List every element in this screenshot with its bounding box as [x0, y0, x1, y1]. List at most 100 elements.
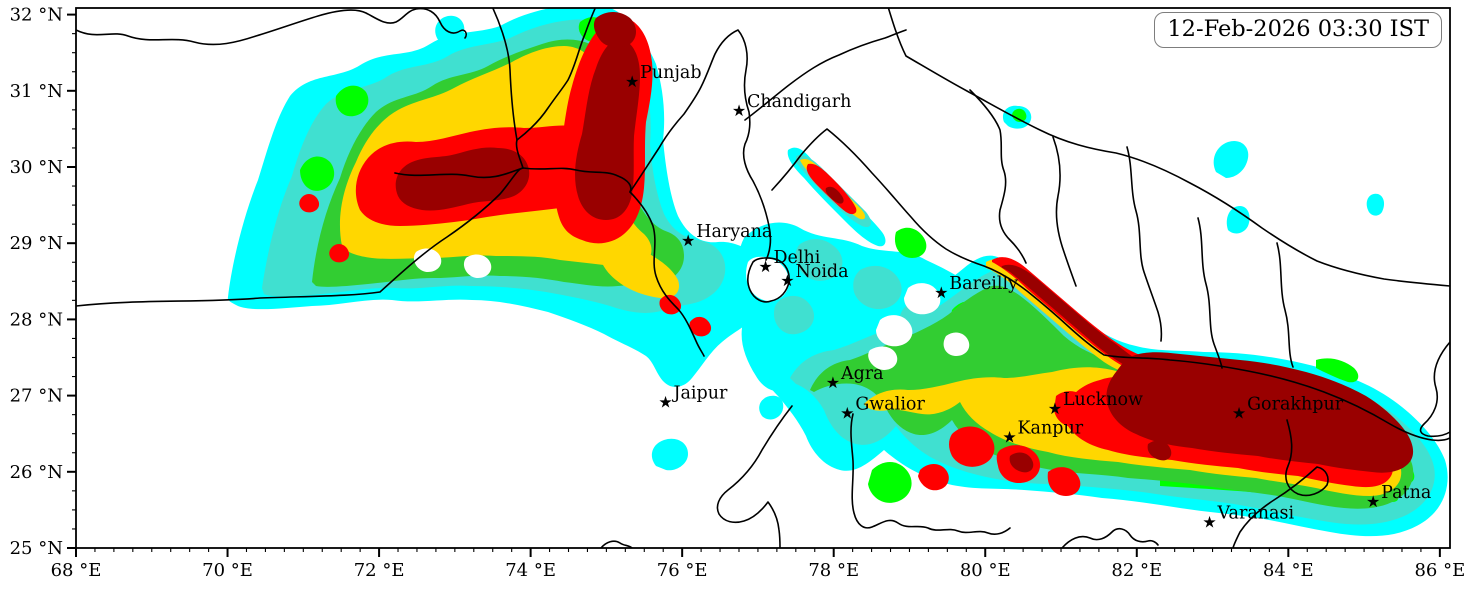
- city-star-icon: ★: [681, 231, 695, 250]
- city-label-bareilly: Bareilly: [949, 274, 1018, 294]
- city-star-icon: ★: [1002, 428, 1016, 447]
- x-tick-label: 68 °E: [51, 560, 102, 581]
- x-tick-label: 70 °E: [202, 560, 253, 581]
- city-star-icon: ★: [1202, 512, 1216, 531]
- fog-clear-holes: [868, 346, 898, 370]
- x-tick-label: 78 °E: [808, 560, 859, 581]
- fog-level-6-red: [918, 464, 949, 491]
- border-pakistan-north: [491, 8, 524, 169]
- fog-level-3-bright-green: [300, 156, 335, 191]
- fog-level-2-turquoise: [853, 265, 902, 310]
- border-nepal-province-3: [1197, 217, 1223, 369]
- x-tick-label: 72 °E: [354, 560, 405, 581]
- border-foothills-nepal: [771, 128, 1450, 442]
- border-uttarakhand-nepal: [969, 89, 1027, 264]
- fog-level-6-red: [1047, 467, 1081, 496]
- fog-contour-layers: [227, 8, 1448, 537]
- fog-level-1-cyan: [1226, 206, 1250, 234]
- border-nepal-province-2: [1126, 146, 1163, 342]
- y-tick-label: 29 °N: [10, 233, 63, 254]
- border-mp-up-south: [850, 413, 1011, 535]
- fog-level-1-cyan: [1366, 193, 1385, 216]
- fog-level-7-maroon: [1106, 352, 1414, 473]
- x-tick-label: 76 °E: [657, 560, 708, 581]
- city-star-icon: ★: [934, 283, 948, 302]
- plot-border: [75, 7, 1451, 549]
- fog-clear-holes: [746, 256, 789, 301]
- border-bottom-bumps: [1061, 527, 1159, 548]
- city-label-punjab: Punjab: [640, 63, 701, 83]
- border-himachal-northeast: [744, 29, 907, 121]
- fog-level-3-bright-green: [1012, 108, 1027, 123]
- city-label-patna: Patna: [1381, 483, 1431, 503]
- city-star-icon: ★: [826, 373, 840, 392]
- fog-level-7-maroon: [1009, 452, 1034, 473]
- fog-level-7-maroon: [825, 186, 844, 204]
- city-label-delhi: Delhi: [774, 248, 821, 268]
- y-tick-label: 26 °N: [10, 462, 63, 483]
- border-rajasthan-mp: [716, 405, 793, 548]
- fog-clear-holes: [463, 254, 492, 278]
- fog-level-6-red: [1054, 391, 1093, 428]
- city-label-jaipur: Jaipur: [671, 384, 728, 404]
- city-label-chandigarh: Chandigarh: [747, 92, 851, 112]
- fog-clear-holes: [943, 332, 970, 356]
- city-star-icon: ★: [1232, 403, 1246, 422]
- fog-level-1-cyan: [435, 15, 465, 45]
- city-star-icon: ★: [1048, 399, 1062, 418]
- city-star-icon: ★: [840, 403, 854, 422]
- city-star-icon: ★: [658, 393, 672, 412]
- border-nepal-tibet: [887, 8, 1450, 287]
- fog-level-1-cyan: [759, 395, 784, 420]
- fog-level-7-maroon: [1001, 264, 1142, 370]
- fog-level-3-bright-green: [1316, 358, 1359, 383]
- city-label-noida: Noida: [795, 262, 848, 282]
- state-boundaries: [76, 8, 1450, 548]
- border-pakistan-rajasthan: [76, 167, 524, 307]
- fog-level-1-cyan: [1213, 140, 1249, 178]
- fog-level-7-maroon: [575, 39, 640, 221]
- border-east-sikkim: [1419, 341, 1450, 438]
- x-tick-label: 86 °E: [1414, 560, 1465, 581]
- timestamp-badge: 12-Feb-2026 03:30 IST: [1154, 12, 1442, 49]
- border-delhi: [747, 257, 790, 303]
- city-label-lucknow: Lucknow: [1063, 390, 1143, 410]
- city-star-icon: ★: [625, 72, 639, 91]
- border-punjab-west: [516, 8, 597, 141]
- y-tick-label: 28 °N: [10, 309, 63, 330]
- y-tick-label: 25 °N: [10, 538, 63, 559]
- fog-level-6-red: [299, 194, 320, 213]
- fog-level-6-red: [329, 244, 350, 263]
- border-top-left-wiggle: [76, 8, 467, 46]
- city-star-icon: ★: [732, 101, 746, 120]
- y-tick-label: 30 °N: [10, 157, 63, 178]
- fog-level-7-maroon: [395, 147, 530, 211]
- border-nepal-province-4: [1276, 242, 1294, 368]
- y-tick-label: 32 °N: [10, 5, 63, 26]
- city-label-gorakhpur: Gorakhpur: [1247, 394, 1344, 414]
- border-himachal-chandigarh: [629, 29, 772, 261]
- x-tick-label: 84 °E: [1263, 560, 1314, 581]
- fog-level-2-turquoise: [774, 295, 815, 335]
- city-markers: ★ Punjab★ Chandigarh★ Haryana★ Delhi★ Noida★ B…: [625, 63, 1431, 531]
- city-label-agra: Agra: [840, 364, 884, 384]
- fog-level-2-turquoise: [795, 239, 843, 281]
- axis-labels: 68 °E 70 °E 72 °E 74 °E 76 °E 78 °E 80 °E 82 °E…: [10, 5, 1466, 581]
- city-label-varanasi: Varanasi: [1217, 503, 1295, 523]
- timestamp-text: 12-Feb-2026 03:30 IST: [1167, 16, 1429, 42]
- city-label-gwalior: Gwalior: [855, 394, 925, 414]
- border-up-bihar: [1232, 419, 1329, 548]
- x-tick-label: 80 °E: [960, 560, 1011, 581]
- x-tick-label: 74 °E: [505, 560, 556, 581]
- fog-level-6-red: [659, 294, 682, 315]
- x-tick-label: 82 °E: [1111, 560, 1162, 581]
- fog-level-7-maroon: [593, 12, 636, 48]
- city-star-icon: ★: [1366, 492, 1380, 511]
- city-star-icon: ★: [758, 257, 772, 276]
- y-tick-label: 31 °N: [10, 81, 63, 102]
- axis-ticks: [67, 13, 1441, 557]
- city-label-haryana: Haryana: [696, 222, 772, 242]
- fog-level-3-bright-green: [868, 461, 912, 503]
